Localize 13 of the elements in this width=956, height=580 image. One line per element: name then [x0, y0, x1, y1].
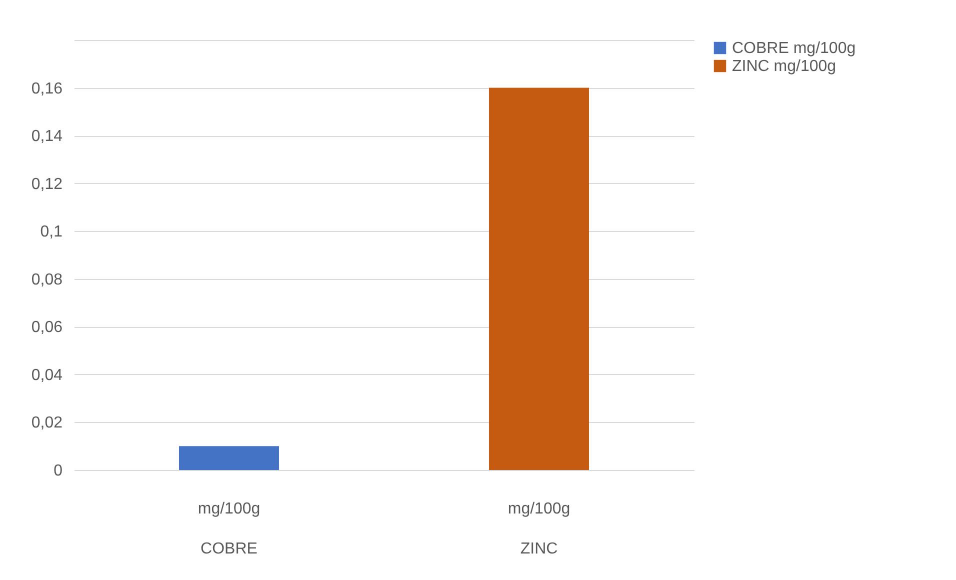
- y-tick-label: 0,04: [31, 366, 63, 384]
- y-tick-label: 0,14: [31, 128, 63, 146]
- y-tick-label: 0,12: [31, 176, 63, 193]
- y-tick-label: 0,16: [31, 80, 63, 98]
- y-tick-label: 0: [54, 462, 63, 480]
- category-label: mg/100g ZINC: [508, 500, 570, 558]
- y-tick-label: 0,1: [40, 224, 63, 241]
- legend-label: ZINC mg/100g: [732, 58, 836, 75]
- y-tick-label: 0,08: [31, 271, 63, 288]
- category-label: mg/100g COBRE: [198, 500, 260, 558]
- y-tick-label: 0,02: [31, 414, 63, 432]
- legend-label: COBRE mg/100g: [732, 40, 856, 57]
- y-tick-label: 0,06: [31, 319, 63, 336]
